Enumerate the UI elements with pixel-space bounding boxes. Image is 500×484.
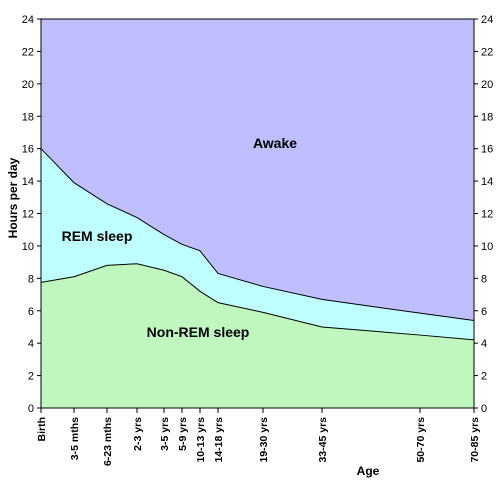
- y-tick-label-right: 18: [481, 111, 493, 123]
- y-tick-label-left: 12: [22, 209, 34, 221]
- x-tick-label: 10-13 yrs: [195, 417, 207, 463]
- area-label-rem: REM sleep: [62, 228, 133, 244]
- y-tick-label-left: 10: [22, 241, 34, 253]
- y-tick-label-right: 22: [481, 46, 493, 58]
- x-tick-label: 19-30 yrs: [258, 417, 270, 463]
- y-tick-label-right: 14: [481, 176, 493, 188]
- y-tick-label-right: 0: [481, 403, 487, 415]
- y-tick-label-right: 20: [481, 79, 493, 91]
- area-nonrem-boundary-line: [40, 263, 475, 341]
- x-tick-label: 70-85 yrs: [469, 417, 481, 463]
- x-tick-label: 3-5 mths: [69, 417, 81, 460]
- y-tick-label-left: 2: [28, 371, 34, 383]
- y-tick-label-left: 18: [22, 111, 34, 123]
- y-tick-label-left: 16: [22, 144, 34, 156]
- x-tick-label: Birth: [36, 417, 48, 442]
- y-tick-label-left: 24: [22, 14, 34, 26]
- y-tick-label-right: 8: [481, 273, 487, 285]
- area-label-nonrem: Non-REM sleep: [147, 324, 250, 340]
- y-tick-label-left: 4: [28, 338, 34, 350]
- y-tick-label-right: 10: [481, 241, 493, 253]
- y-tick-label-right: 12: [481, 209, 493, 221]
- y-tick-label-right: 2: [481, 371, 487, 383]
- y-tick-label-left: 22: [22, 46, 34, 58]
- x-tick-label: 50-70 yrs: [415, 417, 427, 463]
- y-tick-label-left: 0: [28, 403, 34, 415]
- y-tick-label-left: 14: [22, 176, 34, 188]
- chart-labels: Hours per day Age Awake REM sleep Non-RE…: [6, 135, 380, 478]
- y-tick-label-right: 16: [481, 144, 493, 156]
- x-tick-label: 6-23 mths: [102, 417, 114, 466]
- chart-areas: [40, 19, 475, 408]
- y-tick-label-right: 4: [481, 338, 487, 350]
- x-tick-label: 3-5 yrs: [159, 417, 171, 451]
- y-tick-label-left: 6: [28, 306, 34, 318]
- x-axis-title: Age: [357, 464, 380, 478]
- y-tick-label-left: 8: [28, 273, 34, 285]
- x-tick-label: 33-45 yrs: [317, 417, 329, 463]
- x-tick-label: 5-9 yrs: [177, 417, 189, 451]
- area-rem-boundary-line: [40, 148, 475, 321]
- area-nonrem: [41, 263, 474, 408]
- area-label-awake: Awake: [253, 135, 297, 151]
- y-tick-label-left: 20: [22, 79, 34, 91]
- x-tick-label: 14-18 yrs: [213, 417, 225, 463]
- y-tick-label-right: 24: [481, 14, 493, 26]
- x-tick-label: 2-3 yrs: [132, 417, 144, 451]
- y-axis-title: Hours per day: [6, 157, 20, 238]
- y-tick-label-right: 6: [481, 306, 487, 318]
